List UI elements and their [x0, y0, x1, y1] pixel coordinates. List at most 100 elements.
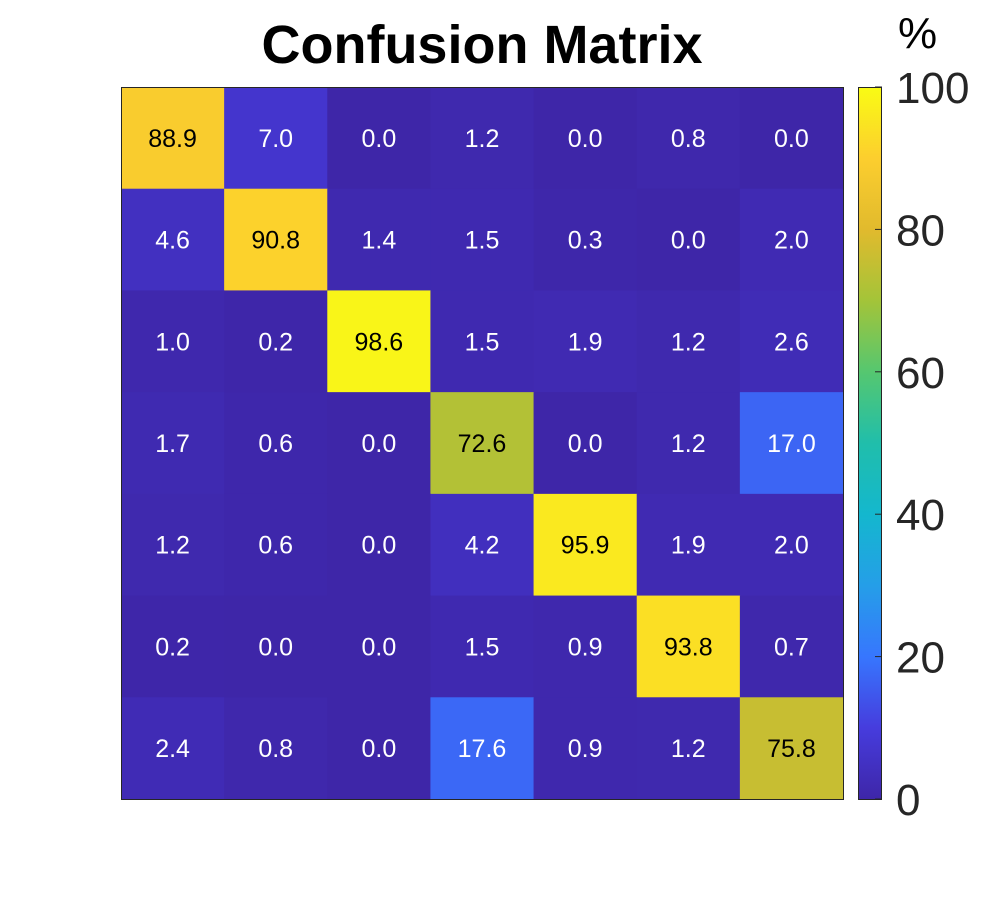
- cell-value-label-r4-c5: 0.0: [568, 430, 603, 458]
- cell-value-label-r3-c3: 98.6: [355, 328, 404, 356]
- heatmap-cell-r3-c6: [636, 290, 741, 393]
- cell-value-label-r4-c6: 1.2: [671, 430, 706, 458]
- cell-value-label-r2-c4: 1.5: [465, 227, 500, 255]
- cell-value-label-r7-c6: 1.2: [671, 735, 706, 763]
- colorbar-tick-label-100: 100: [896, 64, 969, 113]
- heatmap-cell-r4-c4: [430, 392, 535, 495]
- heatmap-frame: [121, 87, 844, 800]
- cell-value-label-r6-c1: 0.2: [155, 633, 190, 661]
- heatmap-cell-r2-c1: [121, 188, 225, 291]
- heatmap-cell-r3-c3: [327, 290, 431, 393]
- heatmap-cell-r4-c3: [327, 392, 431, 495]
- cell-value-label-r7-c7: 75.8: [767, 735, 816, 763]
- cell-value-label-r7-c5: 0.9: [568, 735, 603, 763]
- heatmap-value-labels: 88.9 7.0 0.0 1.2 0.0 0.8 0.0 4.6 90.8 1.4 1.5 0.3 0.…: [148, 125, 816, 763]
- heatmap-cell-r7-c4: [430, 697, 535, 800]
- heatmap-cell-r6-c1: [121, 595, 225, 698]
- cell-value-label-r1-c7: 0.0: [774, 125, 809, 153]
- cell-value-label-r3-c7: 2.6: [774, 328, 809, 356]
- cell-value-label-r2-c1: 4.6: [155, 227, 190, 255]
- heatmap-cell-r1-c3: [327, 87, 431, 190]
- cell-value-label-r2-c7: 2.0: [774, 227, 809, 255]
- chart-title: Confusion Matrix: [262, 15, 703, 75]
- heatmap-cell-r7-c3: [327, 697, 431, 800]
- colorbar-tick-label-20: 20: [896, 634, 945, 683]
- heatmap-cell-r6-c2: [224, 595, 328, 698]
- cell-value-label-r2-c3: 1.4: [361, 227, 396, 255]
- cell-value-label-r4-c2: 0.6: [258, 430, 293, 458]
- heatmap-cell-r6-c5: [533, 595, 638, 698]
- colorbar: [858, 87, 882, 800]
- heatmap-cell-r6-c3: [327, 595, 431, 698]
- heatmap-cell-r3-c7: [739, 290, 844, 393]
- heatmap-cell-r7-c2: [224, 697, 328, 800]
- heatmap-cell-r7-c6: [636, 697, 741, 800]
- colorbar-ticks: 0 20 40 60 80 100: [875, 64, 969, 825]
- cell-value-label-r4-c3: 0.0: [361, 430, 396, 458]
- cell-value-label-r5-c2: 0.6: [258, 532, 293, 560]
- heatmap-cell-r1-c1: [121, 87, 225, 190]
- cell-value-label-r5-c5: 95.9: [561, 532, 610, 560]
- cell-value-label-r3-c6: 1.2: [671, 328, 706, 356]
- cell-value-label-r6-c3: 0.0: [361, 633, 396, 661]
- cell-value-label-r1-c2: 7.0: [258, 125, 293, 153]
- cell-value-label-r4-c1: 1.7: [155, 430, 190, 458]
- colorbar-tick-label-80: 80: [896, 206, 945, 255]
- heatmap-cell-r7-c5: [533, 697, 638, 800]
- heatmap-cells: [121, 87, 844, 800]
- cell-value-label-r2-c6: 0.0: [671, 227, 706, 255]
- colorbar-tick-label-40: 40: [896, 491, 945, 540]
- heatmap-cell-r5-c1: [121, 493, 225, 597]
- cell-value-label-r7-c1: 2.4: [155, 735, 190, 763]
- heatmap-cell-r2-c2: [224, 188, 328, 291]
- heatmap-cell-r5-c2: [224, 493, 328, 597]
- heatmap-cell-r4-c1: [121, 392, 225, 495]
- heatmap-cell-r6-c7: [739, 595, 844, 698]
- heatmap-cell-r1-c2: [224, 87, 328, 190]
- heatmap-cell-r3-c4: [430, 290, 535, 393]
- cell-value-label-r7-c4: 17.6: [458, 735, 507, 763]
- heatmap-cell-r4-c2: [224, 392, 328, 495]
- cell-value-label-r1-c6: 0.8: [671, 125, 706, 153]
- cell-value-label-r4-c7: 17.0: [767, 430, 816, 458]
- cell-value-label-r7-c2: 0.8: [258, 735, 293, 763]
- cell-value-label-r1-c5: 0.0: [568, 125, 603, 153]
- heatmap-cell-r4-c7: [739, 392, 844, 495]
- colorbar-tick-label-0: 0: [896, 776, 920, 825]
- cell-value-label-r7-c3: 0.0: [361, 735, 396, 763]
- heatmap-cell-r2-c3: [327, 188, 431, 291]
- cell-value-label-r5-c1: 1.2: [155, 532, 190, 560]
- heatmap-cell-r4-c5: [533, 392, 638, 495]
- cell-value-label-r6-c4: 1.5: [465, 633, 500, 661]
- colorbar-unit-label: %: [898, 9, 937, 58]
- cell-value-label-r6-c7: 0.7: [774, 633, 809, 661]
- cell-value-label-r5-c4: 4.2: [465, 532, 500, 560]
- heatmap-cell-r3-c2: [224, 290, 328, 393]
- heatmap-cell-r7-c1: [121, 697, 225, 800]
- cell-value-label-r2-c5: 0.3: [568, 227, 603, 255]
- cell-value-label-r3-c5: 1.9: [568, 328, 603, 356]
- cell-value-label-r4-c4: 72.6: [458, 430, 507, 458]
- heatmap-cell-r2-c4: [430, 188, 535, 291]
- heatmap-cell-r5-c4: [430, 493, 535, 597]
- heatmap-cell-r6-c4: [430, 595, 535, 698]
- cell-value-label-r5-c6: 1.9: [671, 532, 706, 560]
- heatmap-cell-r1-c6: [636, 87, 741, 190]
- cell-value-label-r5-c7: 2.0: [774, 532, 809, 560]
- colorbar-tick-label-60: 60: [896, 349, 945, 398]
- heatmap-cell-r2-c7: [739, 188, 844, 291]
- heatmap-cell-r1-c7: [739, 87, 844, 190]
- cell-value-label-r1-c4: 1.2: [465, 125, 500, 153]
- cell-value-label-r3-c4: 1.5: [465, 328, 500, 356]
- heatmap-cell-r3-c5: [533, 290, 638, 393]
- heatmap-cell-r5-c3: [327, 493, 431, 597]
- cell-value-label-r6-c5: 0.9: [568, 633, 603, 661]
- heatmap-cell-r1-c5: [533, 87, 638, 190]
- heatmap-cell-r5-c7: [739, 493, 844, 597]
- cell-value-label-r1-c1: 88.9: [148, 125, 197, 153]
- cell-value-label-r1-c3: 0.0: [361, 125, 396, 153]
- heatmap-cell-r4-c6: [636, 392, 741, 495]
- heatmap-cell-r2-c5: [533, 188, 638, 291]
- heatmap-cell-r3-c1: [121, 290, 225, 393]
